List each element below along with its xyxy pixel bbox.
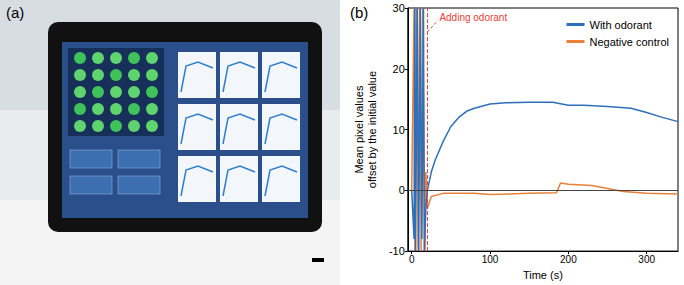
svg-text:Mean pixel values: Mean pixel values bbox=[353, 85, 365, 174]
svg-text:Adding odorant: Adding odorant bbox=[439, 12, 507, 23]
svg-text:300: 300 bbox=[638, 254, 655, 265]
svg-text:20: 20 bbox=[393, 63, 405, 75]
svg-text:-10: -10 bbox=[389, 245, 405, 257]
svg-text:100: 100 bbox=[482, 254, 499, 265]
svg-text:0: 0 bbox=[399, 184, 405, 196]
html-text:(b): (b) bbox=[350, 4, 369, 21]
svg-text:Negative control: Negative control bbox=[590, 36, 670, 48]
svg-text:Time (s): Time (s) bbox=[523, 269, 563, 281]
svg-text:200: 200 bbox=[560, 254, 577, 265]
svg-text:10: 10 bbox=[393, 124, 405, 136]
svg-text:offset by the initial value: offset by the initial value bbox=[366, 71, 378, 188]
svg-text:With odorant: With odorant bbox=[590, 19, 652, 31]
svg-text:0: 0 bbox=[409, 254, 415, 265]
svg-text:30: 30 bbox=[393, 2, 405, 14]
html-text:(a): (a) bbox=[6, 4, 25, 21]
